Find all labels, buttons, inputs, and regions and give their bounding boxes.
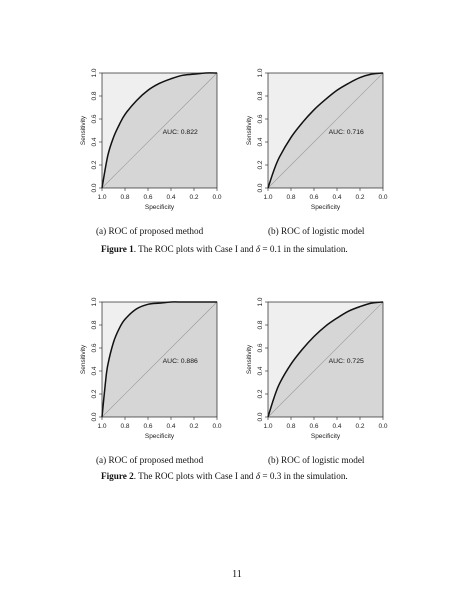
y-tick-label: 1.0 [91,68,98,77]
x-tick-label: 0.6 [143,423,152,430]
figure-label-1: Figure 1 [101,244,134,254]
figure-label-2: Figure 2 [101,471,134,481]
x-tick-label: 0.8 [120,194,129,201]
y-tick-label: 0.0 [91,412,98,421]
x-tick-label: 0.0 [212,194,221,201]
x-axis-title: Specificity [311,433,341,440]
page-number: 11 [232,569,242,580]
x-tick-label: 0.2 [355,423,364,430]
y-tick-label: 0.0 [257,183,264,192]
x-tick-label: 0.6 [143,194,152,201]
figure-caption-1: Figure 1. The ROC plots with Case I and … [101,244,348,254]
y-tick-label: 0.4 [257,366,264,375]
auc-label: AUC: 0.716 [329,129,364,136]
roc-chart-fig1-b: 1.0 0.8 0.6 0.4 0.2 0.0 0.0 0.2 0.4 0.6 0.8 1.0 Spec… [246,68,388,211]
diagonal-reference-line [267,301,384,418]
y-axis-title: Sensitivity [80,115,87,145]
roc-curve [267,301,384,418]
roc-plot-fig2-b: 1.0 0.8 0.6 0.4 0.2 0.0 0.0 0.2 0.4 0.6 0.8 1.0 Spec… [238,292,393,447]
caption-eq-1: = 0.1 [260,244,282,254]
delta-symbol-1: δ [255,244,261,254]
auc-label: AUC: 0.725 [329,358,364,365]
y-tick-label: 0.6 [257,114,264,123]
auc-label: AUC: 0.886 [163,358,198,365]
x-tick-label: 0.6 [309,423,318,430]
diagonal-reference-line [101,301,218,418]
subcaption-fig2-b: (b) ROC of logistic model [268,455,365,465]
subcaption-fig1-b: (b) ROC of logistic model [268,226,365,236]
x-tick-label: 0.2 [189,194,198,201]
y-tick-label: 0.0 [257,412,264,421]
y-tick-label: 0.8 [91,320,98,329]
caption-suffix-2: in the simulation. [281,471,348,481]
x-tick-label: 1.0 [97,194,106,201]
diagonal-reference-line [101,72,218,189]
y-tick-label: 0.8 [257,91,264,100]
roc-plot-fig2-a: 1.0 0.8 0.6 0.4 0.2 0.0 0.0 0.2 0.4 0.6 0.8 1.0 Spec… [72,292,227,447]
roc-curve [101,72,218,189]
y-tick-label: 1.0 [257,68,264,77]
caption-eq-2: = 0.3 [260,471,282,481]
y-tick-label: 0.2 [257,160,264,169]
y-axis-title: Sensitivity [80,344,87,374]
subcaption-fig1-a: (a) ROC of proposed method [96,226,204,236]
plot-frame [101,72,218,189]
x-tick-label: 0.0 [212,423,221,430]
x-tick-label: 0.8 [286,423,295,430]
y-tick-label: 1.0 [257,297,264,306]
plot-frame [267,301,384,418]
auc-label: AUC: 0.822 [163,129,198,136]
x-tick-label: 0.4 [332,194,341,201]
x-axis-title: Specificity [311,204,341,211]
x-tick-label: 0.2 [355,194,364,201]
x-tick-label: 0.0 [378,423,387,430]
y-tick-label: 0.4 [257,137,264,146]
x-tick-label: 0.8 [286,194,295,201]
y-tick-label: 0.2 [257,389,264,398]
roc-plot-fig1-a: 1.0 0.8 0.6 0.4 0.2 0.0 0.0 0.2 0.4 0.6 0.8 1.0 Spec… [72,63,227,218]
x-tick-label: 1.0 [97,423,106,430]
y-axis-title: Sensitivity [246,344,253,374]
x-tick-label: 0.4 [332,423,341,430]
delta-symbol-2: δ [255,471,261,481]
y-axis-title: Sensitivity [246,115,253,145]
x-tick-label: 0.8 [120,423,129,430]
y-tick-label: 0.4 [91,137,98,146]
roc-chart-fig1-a: 1.0 0.8 0.6 0.4 0.2 0.0 0.0 0.2 0.4 0.6 0.8 1.0 Spec… [80,68,222,211]
caption-text-2: . The ROC plots with Case I and [133,471,256,481]
x-tick-label: 0.2 [189,423,198,430]
x-tick-label: 0.0 [378,194,387,201]
y-tick-label: 0.6 [91,343,98,352]
roc-curve [267,72,384,189]
x-tick-label: 0.6 [309,194,318,201]
y-tick-label: 0.2 [91,160,98,169]
caption-text-1: . The ROC plots with Case I and [133,244,256,254]
x-axis-title: Specificity [145,204,175,211]
y-tick-label: 1.0 [91,297,98,306]
plot-frame [267,72,384,189]
y-tick-label: 0.6 [257,343,264,352]
y-tick-label: 0.0 [91,183,98,192]
x-tick-label: 1.0 [263,423,272,430]
y-tick-label: 0.2 [91,389,98,398]
y-tick-label: 0.8 [91,91,98,100]
caption-suffix-1: in the simulation. [281,244,348,254]
roc-plot-fig1-b: 1.0 0.8 0.6 0.4 0.2 0.0 0.0 0.2 0.4 0.6 0.8 1.0 Spec… [238,63,393,218]
roc-chart-fig2-b: 1.0 0.8 0.6 0.4 0.2 0.0 0.0 0.2 0.4 0.6 0.8 1.0 Spec… [246,297,388,440]
plot-frame [101,301,218,418]
x-tick-label: 1.0 [263,194,272,201]
y-tick-label: 0.4 [91,366,98,375]
y-tick-label: 0.6 [91,114,98,123]
x-tick-label: 0.4 [166,194,175,201]
subcaption-fig2-a: (a) ROC of proposed method [96,455,204,465]
y-tick-label: 0.8 [257,320,264,329]
x-axis-title: Specificity [145,433,175,440]
figure-caption-2: Figure 2. The ROC plots with Case I and … [101,471,348,481]
roc-chart-fig2-a: 1.0 0.8 0.6 0.4 0.2 0.0 0.0 0.2 0.4 0.6 0.8 1.0 Spec… [80,297,222,440]
diagonal-reference-line [267,72,384,189]
x-tick-label: 0.4 [166,423,175,430]
